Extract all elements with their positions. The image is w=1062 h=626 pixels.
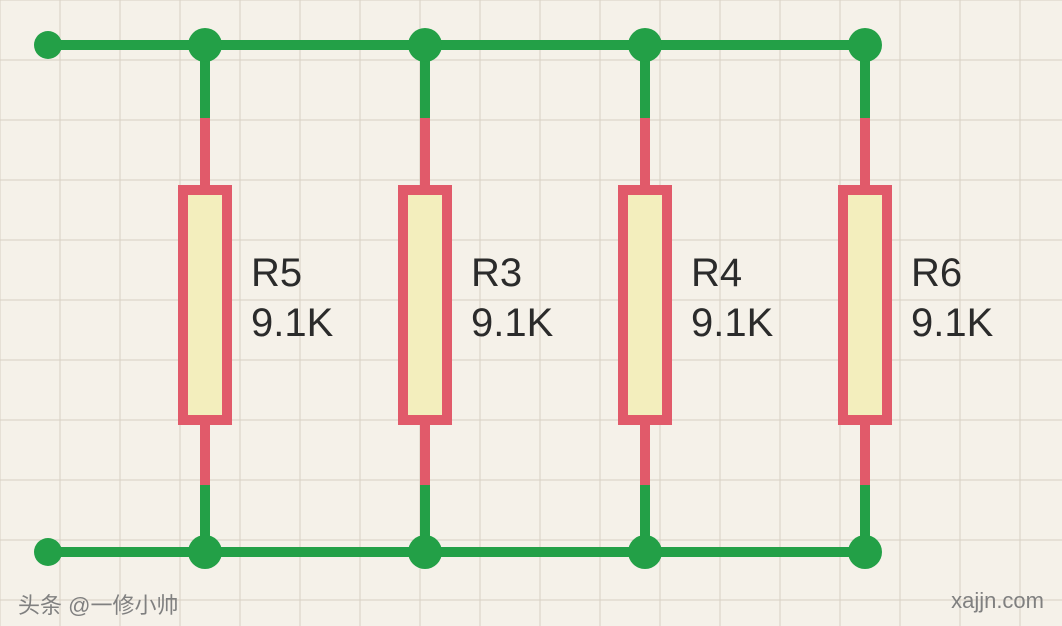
resistor-name: R6: [911, 248, 993, 298]
resistor-value: 9.1K: [911, 298, 993, 348]
resistor-label: R49.1K: [691, 248, 773, 348]
resistor-value: 9.1K: [251, 298, 333, 348]
footer-right-text: xajjn.com: [951, 588, 1044, 620]
resistor-name: R4: [691, 248, 773, 298]
footer-left-text: 头条 @一修小帅: [18, 588, 178, 620]
resistor-label: R59.1K: [251, 248, 333, 348]
resistor-label: R39.1K: [471, 248, 553, 348]
resistor-label: R69.1K: [911, 248, 993, 348]
footer-watermark: 头条 @一修小帅 xajjn.com: [0, 588, 1062, 620]
resistor-value: 9.1K: [691, 298, 773, 348]
resistor-name: R3: [471, 248, 553, 298]
resistor-value: 9.1K: [471, 298, 553, 348]
resistor-name: R5: [251, 248, 333, 298]
